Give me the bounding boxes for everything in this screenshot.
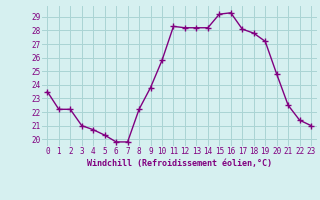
X-axis label: Windchill (Refroidissement éolien,°C): Windchill (Refroidissement éolien,°C) — [87, 159, 272, 168]
